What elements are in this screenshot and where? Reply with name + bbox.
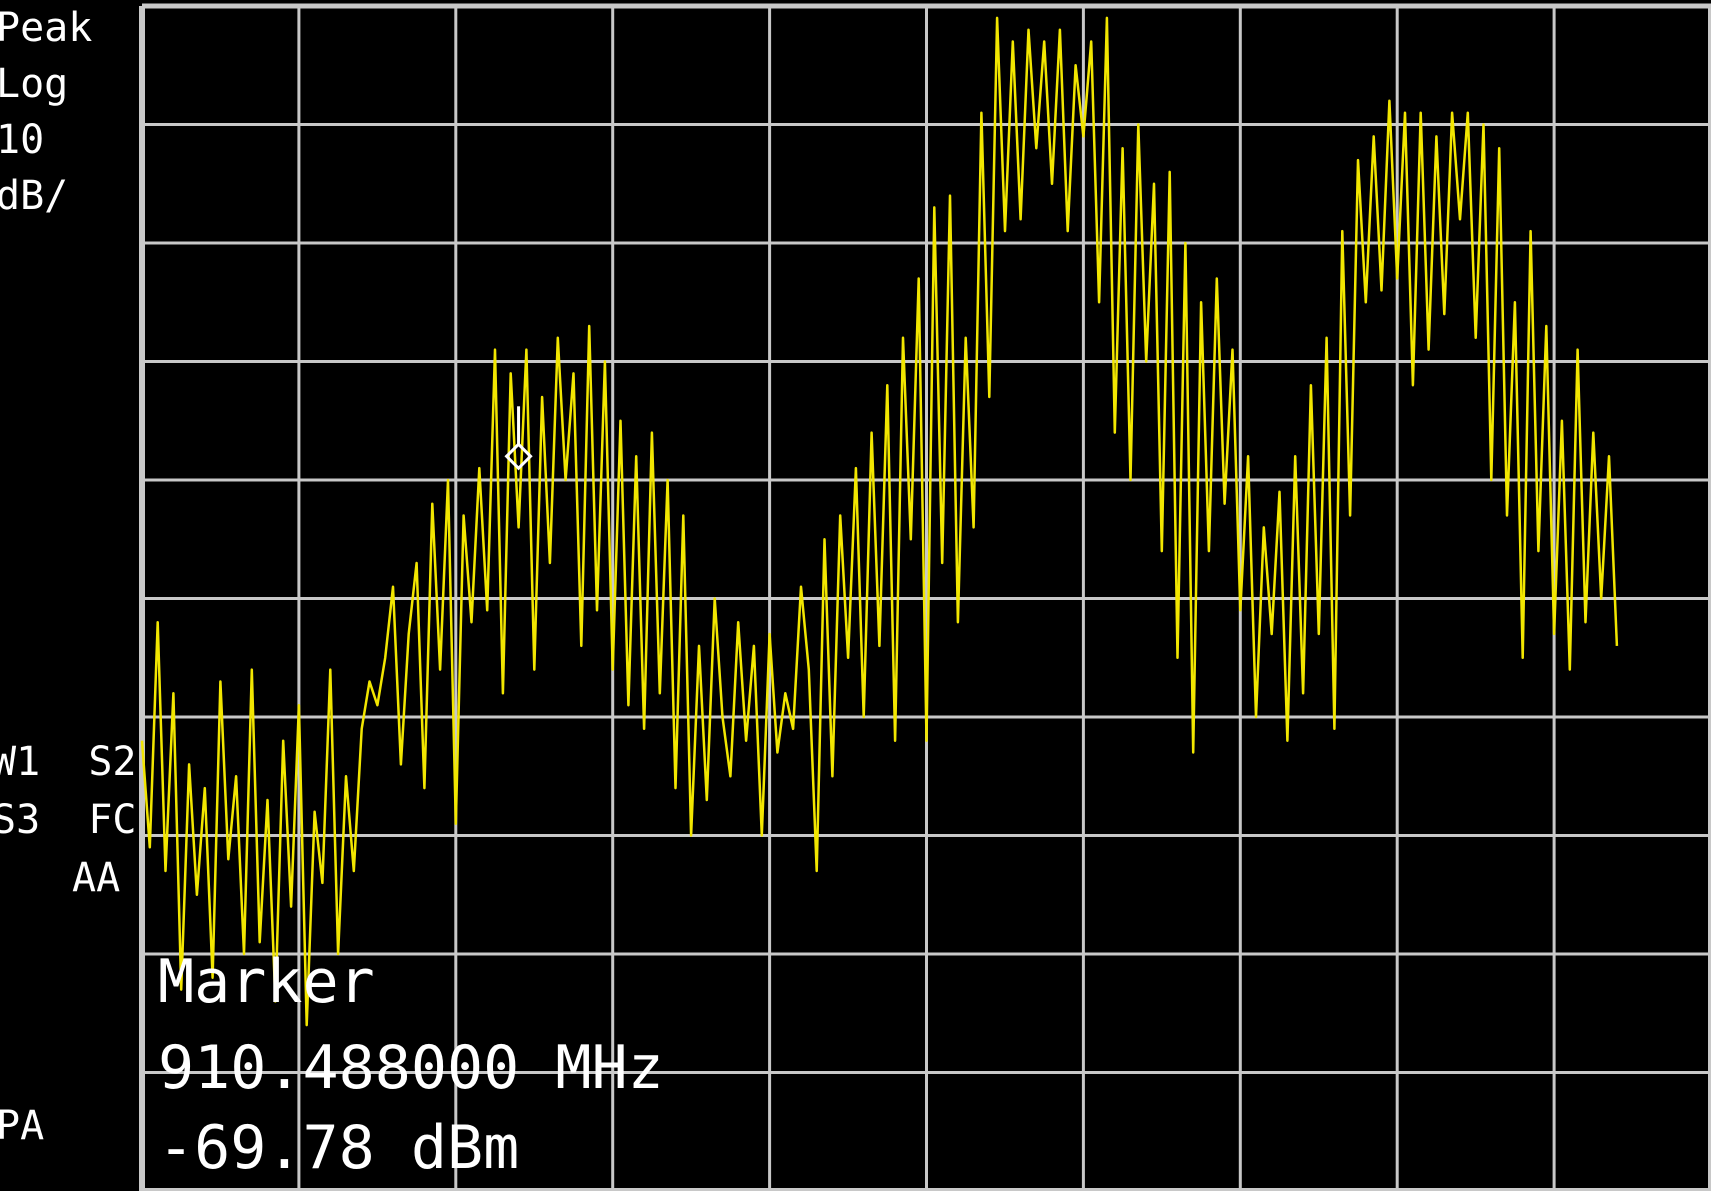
marker-frequency: 910.488000 MHz [158, 1033, 664, 1103]
trace-layer [140, 16, 1619, 1027]
trace-status-row1: W1 S2 [0, 739, 137, 785]
marker-diamond-icon[interactable] [504, 442, 533, 471]
detector-label: Peak [0, 5, 93, 51]
marker-amplitude: -69.78 dBm [158, 1113, 519, 1183]
trace-status-row2: S3 FC [0, 797, 137, 843]
marker-title: Marker [158, 947, 375, 1017]
scale-value-label: 10 [0, 117, 45, 163]
marker-layer [504, 406, 533, 471]
trace-status-row3: AA [72, 855, 121, 901]
graticule [139, 3, 1711, 1191]
preamp-label: PA [0, 1103, 45, 1149]
marker-readout: Marker 910.488000 MHz -69.78 dBm [158, 947, 664, 1183]
scale-unit-label: dB/ [0, 173, 69, 219]
trace-line-1 [140, 16, 1619, 1027]
scale-type-label: Log [0, 61, 69, 107]
